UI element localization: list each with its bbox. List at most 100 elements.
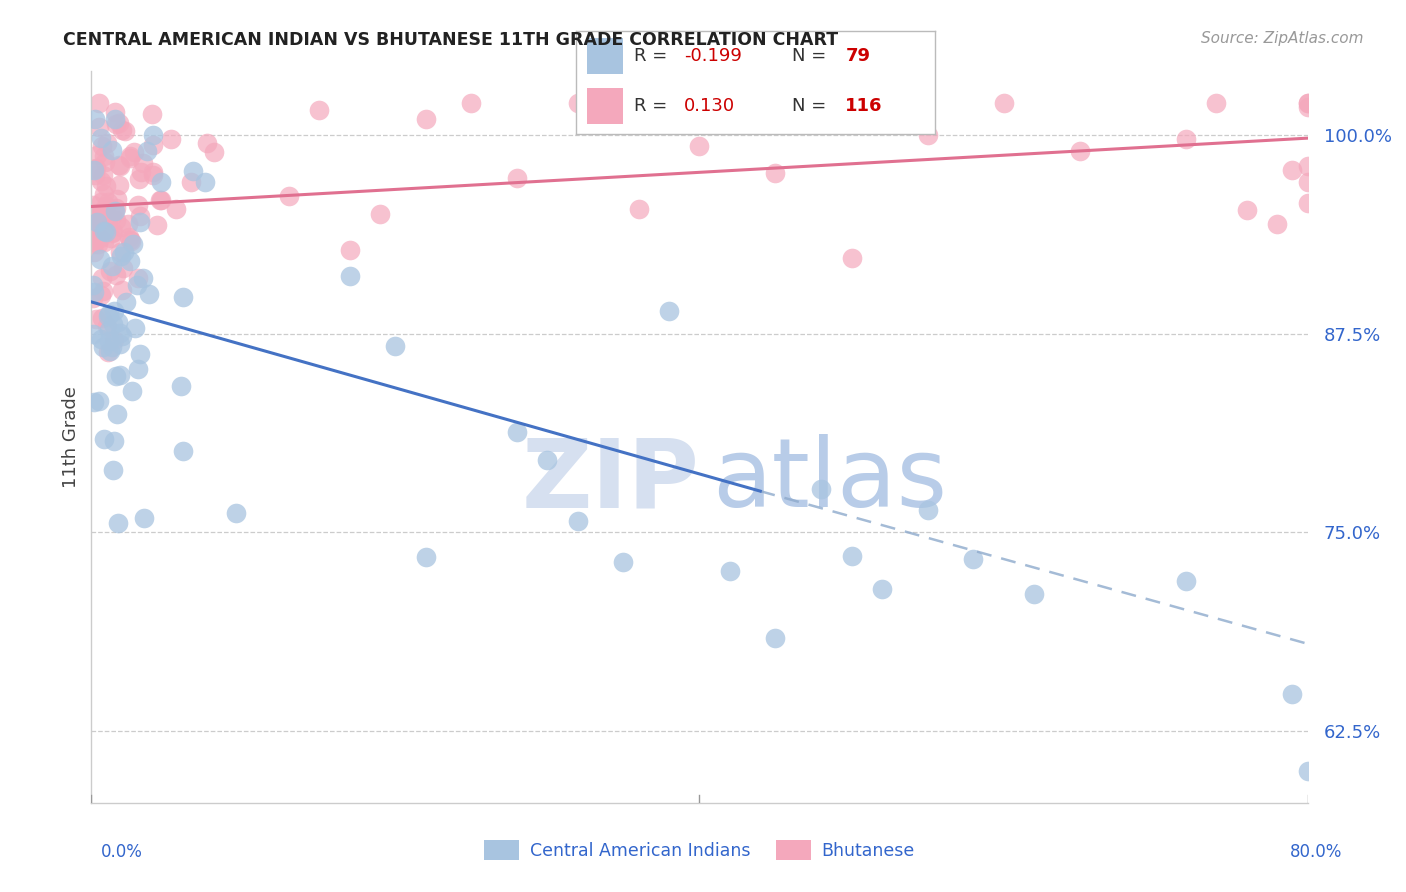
Point [107, 315, 129, 329]
Point [160, 132, 183, 146]
Point [142, 128, 165, 142]
Point [103, 304, 125, 318]
Point [124, 321, 146, 335]
Point [83, 245, 105, 260]
Point [108, 244, 131, 259]
Point [1281, 162, 1303, 177]
Point [90, 288, 112, 302]
Point [93, 224, 115, 238]
Point [128, 215, 150, 229]
Point [105, 407, 128, 421]
Point [841, 251, 863, 265]
Point [108, 368, 131, 383]
Point [108, 116, 131, 130]
Point [111, 260, 134, 275]
Point [101, 463, 124, 477]
Point [308, 103, 330, 117]
Point [89, 252, 111, 266]
Point [82, 207, 104, 221]
Point [97, 212, 120, 227]
Point [98, 307, 121, 321]
Text: 79: 79 [845, 47, 870, 65]
FancyBboxPatch shape [588, 38, 623, 74]
Point [384, 339, 406, 353]
Point [129, 346, 152, 360]
Point [1296, 100, 1319, 114]
Point [1174, 132, 1197, 146]
Point [765, 166, 787, 180]
Point [103, 318, 125, 332]
Point [110, 329, 132, 343]
Point [96, 136, 118, 151]
Point [83, 163, 105, 178]
Point [94, 226, 117, 240]
Point [118, 233, 141, 247]
Point [107, 158, 129, 172]
Point [993, 96, 1015, 111]
Point [1296, 175, 1319, 189]
Point [90, 139, 112, 153]
Point [339, 243, 361, 257]
Point [506, 425, 529, 439]
Point [170, 379, 193, 393]
Point [136, 145, 159, 159]
Point [83, 161, 105, 176]
Point [150, 194, 173, 208]
Point [108, 326, 131, 341]
Text: -0.199: -0.199 [685, 47, 742, 65]
Point [129, 164, 152, 178]
Point [111, 283, 134, 297]
Point [98, 344, 121, 359]
Point [101, 209, 124, 223]
Point [101, 225, 124, 239]
Point [225, 506, 247, 520]
Point [1236, 203, 1258, 218]
Point [460, 96, 482, 111]
Point [1296, 159, 1319, 173]
Point [118, 254, 141, 268]
Point [172, 290, 194, 304]
Point [90, 194, 112, 209]
Point [100, 144, 122, 158]
Point [415, 550, 437, 565]
Point [117, 217, 139, 231]
Point [97, 334, 120, 349]
Point [142, 138, 165, 153]
Point [105, 201, 128, 215]
Point [96, 179, 118, 194]
Point [120, 235, 142, 249]
Point [90, 174, 112, 188]
Point [83, 168, 105, 182]
Point [127, 271, 149, 285]
Text: N =: N = [792, 96, 831, 114]
Point [567, 96, 589, 111]
Point [105, 212, 128, 227]
Point [1022, 587, 1045, 601]
Point [87, 120, 110, 134]
Point [83, 285, 105, 299]
Point [91, 311, 114, 326]
Point [93, 148, 115, 162]
Point [125, 277, 148, 292]
Point [86, 206, 108, 220]
Point [166, 202, 188, 217]
Point [100, 227, 122, 241]
Point [121, 384, 143, 399]
Point [84, 233, 107, 247]
Point [100, 231, 122, 245]
Text: CENTRAL AMERICAN INDIAN VS BHUTANESE 11TH GRADE CORRELATION CHART: CENTRAL AMERICAN INDIAN VS BHUTANESE 11T… [63, 31, 838, 49]
Point [84, 112, 107, 126]
Text: R =: R = [634, 47, 673, 65]
Point [718, 564, 741, 578]
Point [114, 124, 136, 138]
Point [82, 278, 104, 293]
Point [107, 178, 129, 192]
Point [134, 511, 156, 525]
Point [917, 503, 939, 517]
Point [1296, 196, 1319, 211]
FancyBboxPatch shape [588, 87, 623, 124]
Point [100, 264, 122, 278]
Text: 116: 116 [845, 96, 883, 114]
Point [105, 369, 128, 384]
Point [841, 549, 863, 563]
